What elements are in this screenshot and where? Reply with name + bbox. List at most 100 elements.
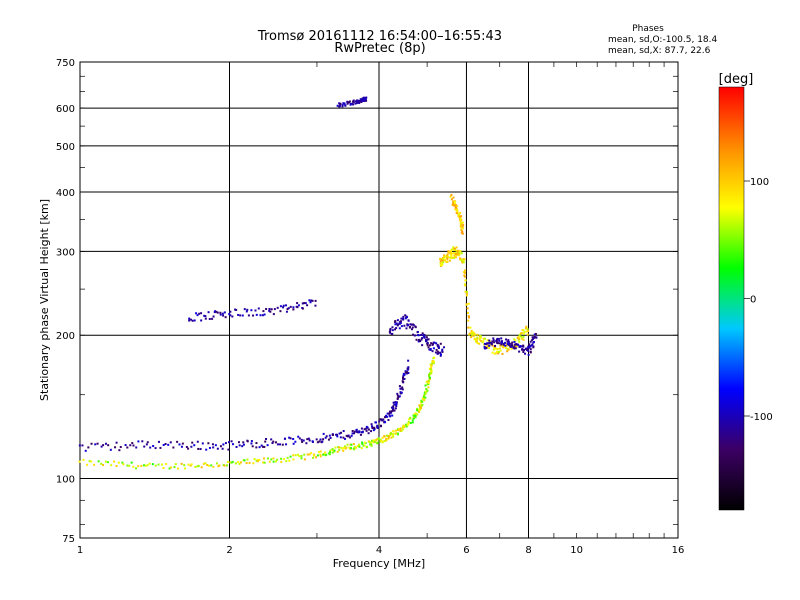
data-point bbox=[446, 253, 449, 256]
data-point bbox=[404, 370, 407, 373]
data-point bbox=[455, 209, 458, 212]
data-point bbox=[246, 458, 249, 461]
data-point bbox=[270, 438, 273, 441]
data-point bbox=[392, 409, 395, 412]
data-point bbox=[203, 314, 206, 317]
data-point bbox=[399, 391, 402, 394]
data-point bbox=[513, 338, 516, 341]
data-point bbox=[427, 382, 430, 385]
data-point bbox=[260, 444, 263, 447]
data-point bbox=[439, 260, 442, 263]
data-point bbox=[187, 447, 190, 450]
data-point bbox=[286, 456, 289, 459]
data-point bbox=[361, 99, 364, 102]
data-point bbox=[456, 211, 459, 214]
data-point bbox=[190, 463, 193, 466]
data-point bbox=[425, 336, 428, 339]
data-point bbox=[461, 221, 464, 224]
data-point bbox=[517, 343, 520, 346]
data-point bbox=[424, 390, 427, 393]
data-point bbox=[463, 283, 466, 286]
data-point bbox=[443, 256, 446, 259]
data-point bbox=[360, 101, 363, 104]
data-point bbox=[426, 338, 429, 341]
data-point bbox=[348, 100, 351, 103]
data-point bbox=[339, 104, 342, 107]
data-point bbox=[229, 314, 232, 317]
data-point bbox=[181, 442, 184, 445]
data-point bbox=[492, 339, 495, 342]
data-point bbox=[279, 443, 282, 446]
data-point bbox=[389, 432, 392, 435]
data-point bbox=[311, 440, 314, 443]
data-point bbox=[429, 368, 432, 371]
x-axis-label: Frequency [MHz] bbox=[333, 557, 425, 570]
data-point bbox=[341, 105, 344, 108]
data-point bbox=[418, 410, 421, 413]
data-point bbox=[373, 440, 376, 443]
data-point bbox=[522, 332, 525, 335]
data-point bbox=[110, 464, 113, 467]
data-point bbox=[467, 319, 470, 322]
data-point bbox=[410, 328, 413, 331]
data-point bbox=[475, 340, 478, 343]
data-point bbox=[460, 228, 463, 231]
data-point bbox=[281, 443, 284, 446]
data-point bbox=[353, 445, 356, 448]
data-point bbox=[486, 342, 489, 345]
data-point bbox=[261, 314, 264, 317]
data-point bbox=[373, 426, 376, 429]
data-point bbox=[196, 440, 199, 443]
data-point bbox=[517, 335, 520, 338]
data-point bbox=[109, 448, 112, 451]
data-point bbox=[507, 348, 510, 351]
data-point bbox=[137, 440, 140, 443]
data-point bbox=[245, 310, 248, 313]
data-point bbox=[403, 377, 406, 380]
data-point bbox=[392, 435, 395, 438]
data-point bbox=[495, 340, 498, 343]
data-point bbox=[308, 453, 311, 456]
data-point bbox=[280, 460, 283, 463]
data-point bbox=[527, 353, 530, 356]
data-point bbox=[453, 247, 456, 250]
data-point bbox=[421, 337, 424, 340]
data-point bbox=[394, 323, 397, 326]
data-point bbox=[242, 443, 245, 446]
data-point bbox=[212, 446, 215, 449]
data-point bbox=[285, 304, 288, 307]
data-point bbox=[496, 350, 499, 353]
data-point bbox=[529, 340, 532, 343]
data-point bbox=[529, 348, 532, 351]
data-point bbox=[520, 332, 523, 335]
data-point bbox=[376, 441, 379, 444]
data-point bbox=[78, 460, 81, 463]
data-point bbox=[322, 432, 325, 435]
data-point bbox=[384, 421, 387, 424]
data-point bbox=[478, 337, 481, 340]
data-point bbox=[466, 311, 469, 314]
data-point bbox=[465, 290, 468, 293]
y-tick-label: 200 bbox=[56, 331, 75, 342]
data-points bbox=[78, 96, 538, 470]
data-point bbox=[402, 378, 405, 381]
data-point bbox=[500, 337, 503, 340]
data-point bbox=[322, 438, 325, 441]
data-point bbox=[169, 441, 172, 444]
data-point bbox=[532, 336, 535, 339]
data-point bbox=[228, 313, 231, 316]
y-tick-label: 600 bbox=[56, 104, 75, 115]
data-point bbox=[340, 431, 343, 434]
data-point bbox=[292, 306, 295, 309]
data-point bbox=[394, 328, 397, 331]
data-point bbox=[347, 101, 350, 104]
data-point bbox=[390, 410, 393, 413]
data-point bbox=[450, 250, 453, 253]
data-point bbox=[479, 336, 482, 339]
data-point bbox=[363, 444, 366, 447]
data-point bbox=[416, 409, 419, 412]
data-point bbox=[460, 226, 463, 229]
data-point bbox=[272, 460, 275, 463]
data-point bbox=[458, 251, 461, 254]
data-point bbox=[403, 373, 406, 376]
